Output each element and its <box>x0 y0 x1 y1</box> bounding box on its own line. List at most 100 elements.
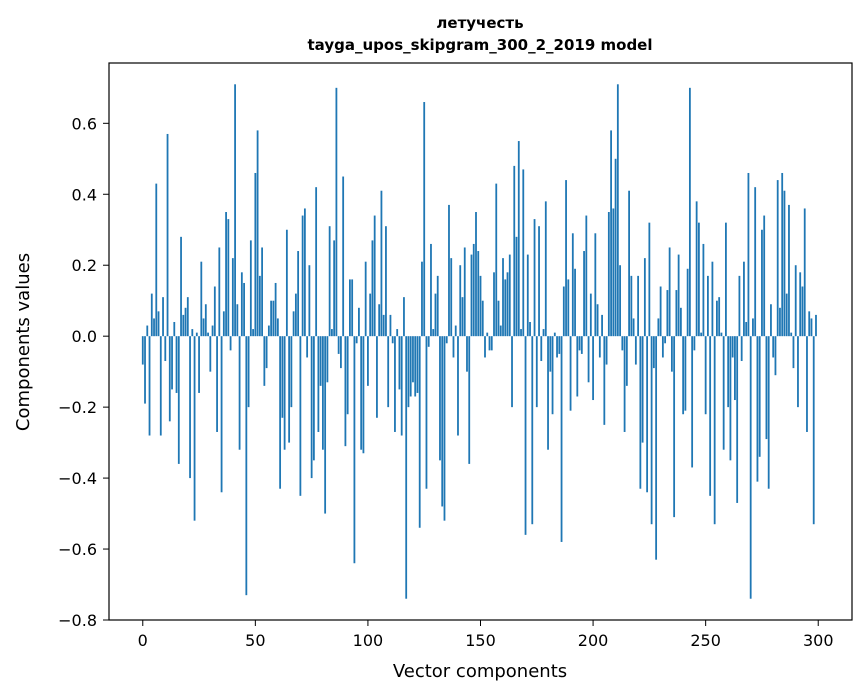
bar-165 <box>513 165 516 337</box>
y-tick-label: −0.2 <box>58 398 97 417</box>
bar-52 <box>258 275 261 337</box>
bar-50 <box>254 172 257 337</box>
bar-70 <box>299 336 302 496</box>
y-tick-label: 0.4 <box>72 185 97 204</box>
bar-66 <box>290 336 293 408</box>
bar-99 <box>364 261 367 337</box>
bar-46 <box>245 336 248 596</box>
bar-34 <box>218 247 221 337</box>
bar-283 <box>779 307 781 337</box>
bar-189 <box>567 279 570 337</box>
bar-91 <box>346 336 349 415</box>
bar-72 <box>303 208 306 337</box>
bar-299 <box>815 314 817 337</box>
bar-293 <box>801 286 804 337</box>
chart-title: летучесть <box>436 14 523 32</box>
bar-85 <box>333 240 336 337</box>
bar-71 <box>301 215 304 337</box>
bar-12 <box>168 336 171 422</box>
bar-37 <box>225 212 227 337</box>
bar-280 <box>772 336 775 358</box>
bar-191 <box>571 233 574 337</box>
bar-277 <box>765 336 768 440</box>
bar-121 <box>414 336 417 397</box>
bar-193 <box>576 336 579 397</box>
bar-82 <box>326 336 329 383</box>
bar-6 <box>155 183 158 337</box>
bar-9 <box>162 297 164 337</box>
bar-243 <box>688 87 691 337</box>
bar-287 <box>788 204 790 337</box>
bar-117 <box>405 336 408 599</box>
bar-274 <box>758 336 761 457</box>
bar-145 <box>468 336 471 464</box>
y-tick-label: 0.6 <box>72 114 97 133</box>
bar-2 <box>146 325 149 337</box>
bar-60 <box>276 318 279 337</box>
bar-56 <box>267 325 270 337</box>
bar-5 <box>153 318 155 337</box>
bar-142 <box>461 297 464 337</box>
bar-212 <box>619 265 621 337</box>
bar-92 <box>349 279 351 337</box>
bar-180 <box>547 336 549 450</box>
bar-225 <box>648 222 651 337</box>
bar-256 <box>718 297 721 337</box>
bar-49 <box>252 329 254 337</box>
bar-122 <box>416 336 419 393</box>
bar-89 <box>342 176 345 337</box>
bar-205 <box>603 336 606 425</box>
bar-176 <box>538 226 540 337</box>
bar-291 <box>797 336 799 408</box>
bar-88 <box>340 336 342 369</box>
bar-55 <box>265 336 268 369</box>
bar-81 <box>324 336 327 514</box>
bar-104 <box>376 336 378 418</box>
bar-194 <box>578 336 581 351</box>
x-tick-label: 250 <box>690 631 721 650</box>
bar-103 <box>373 215 376 337</box>
bar-132 <box>439 336 441 461</box>
bar-134 <box>443 336 446 521</box>
bar-246 <box>695 201 698 337</box>
bar-271 <box>752 318 754 337</box>
bar-262 <box>731 336 734 358</box>
bar-221 <box>639 336 642 489</box>
x-tick-label: 100 <box>353 631 384 650</box>
bar-125 <box>423 102 426 337</box>
bar-177 <box>540 336 543 362</box>
bar-267 <box>743 261 745 337</box>
y-axis: −0.8 −0.6 −0.4 −0.2 0.0 0.2 0.4 0.6 <box>58 114 109 630</box>
bar-57 <box>270 300 273 337</box>
bar-286 <box>785 293 788 337</box>
bar-22 <box>191 329 194 337</box>
bar-158 <box>497 300 500 337</box>
bar-216 <box>628 190 630 337</box>
bar-139 <box>454 325 457 337</box>
bar-39 <box>229 336 232 351</box>
bar-234 <box>668 247 671 337</box>
y-tick-label: −0.6 <box>58 540 97 559</box>
bar-223 <box>643 258 646 337</box>
plot-frame <box>108 62 853 621</box>
bar-14 <box>173 321 176 337</box>
bar-43 <box>238 336 241 450</box>
bar-47 <box>247 336 250 408</box>
bar-109 <box>387 336 390 408</box>
bar-187 <box>562 286 565 337</box>
bar-203 <box>598 336 601 358</box>
bar-232 <box>664 336 667 344</box>
bar-116 <box>403 297 405 337</box>
bar-84 <box>331 329 333 337</box>
bar-155 <box>490 336 493 351</box>
bar-44 <box>240 272 243 337</box>
bar-74 <box>308 265 311 337</box>
bar-45 <box>243 282 245 337</box>
bar-8 <box>159 336 162 436</box>
bar-108 <box>385 226 387 337</box>
bar-186 <box>560 336 563 542</box>
bar-188 <box>565 180 567 337</box>
bar-150 <box>479 275 482 337</box>
x-axis-label: Vector components <box>393 661 567 682</box>
bar-38 <box>227 219 230 337</box>
